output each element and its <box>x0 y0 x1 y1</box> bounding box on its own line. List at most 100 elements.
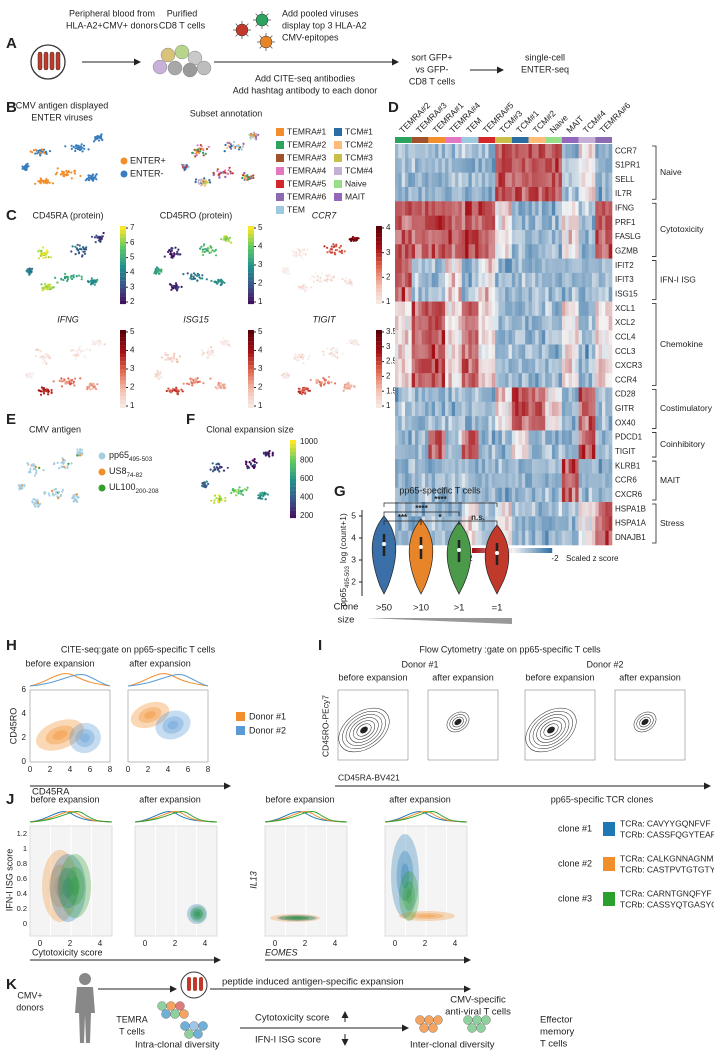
cell-point <box>309 390 311 392</box>
cell-point <box>304 391 306 393</box>
heatmap-cell <box>609 244 613 259</box>
heatmap-cell <box>589 244 593 259</box>
heatmap-cell <box>415 216 419 231</box>
heatmap-cell <box>452 373 456 388</box>
label: CCR7 <box>312 210 337 220</box>
heatmap-cell <box>565 345 569 360</box>
heatmap-cell <box>552 516 556 531</box>
heatmap-cell <box>435 459 439 474</box>
heatmap-cell <box>482 287 486 302</box>
heatmap-cell <box>605 302 609 317</box>
heatmap-cell <box>585 402 589 417</box>
label: CMV-epitopes <box>282 32 339 42</box>
legend-label: TEMRA#3 <box>287 152 326 162</box>
cell-point <box>224 144 226 146</box>
colorbar-step <box>376 238 382 242</box>
colorbar-tick-label: 400 <box>300 493 314 502</box>
heatmap-cell <box>569 302 573 317</box>
heatmap-cell <box>592 187 596 202</box>
label: CD8 T cells <box>159 20 206 30</box>
heatmap-cell <box>542 488 546 503</box>
heatmap-cell <box>442 201 446 216</box>
colorbar-step <box>290 491 296 495</box>
heatmap-cell <box>565 173 569 188</box>
group-bracket <box>652 389 656 428</box>
heatmap-cell <box>565 187 569 202</box>
heatmap-cell <box>512 173 516 188</box>
cell-point <box>174 247 176 249</box>
heatmap-cell <box>418 158 422 173</box>
heatmap-cell <box>478 302 482 317</box>
heatmap-cell <box>468 459 472 474</box>
heatmap-cell <box>565 201 569 216</box>
cell-point <box>226 147 228 149</box>
cell-point <box>253 460 255 462</box>
heatmap-cell <box>599 287 603 302</box>
heatmap-cell <box>515 173 519 188</box>
label: before expansion <box>338 672 407 682</box>
cell-point <box>328 353 330 355</box>
cell-point <box>76 247 78 249</box>
heatmap-cell <box>455 330 459 345</box>
heatmap-cell <box>565 430 569 445</box>
heatmap-cell <box>569 345 573 360</box>
heatmap-cell <box>395 459 399 474</box>
heatmap-cell <box>605 201 609 216</box>
heatmap-cell <box>562 287 566 302</box>
heatmap-cell <box>592 402 596 417</box>
heatmap-cell <box>592 488 596 503</box>
heatmap-cell <box>395 345 399 360</box>
heatmap-cell <box>478 201 482 216</box>
heatmap-cell <box>492 302 496 317</box>
heatmap-cell <box>549 473 553 488</box>
cell-point <box>203 244 205 246</box>
cell-point <box>86 178 88 180</box>
heatmap-cell <box>609 259 613 274</box>
cell-point <box>303 249 305 251</box>
heatmap-cell <box>539 516 543 531</box>
cell-point <box>95 388 97 390</box>
heatmap-cell <box>448 187 452 202</box>
colorbar-step <box>376 261 382 265</box>
cell-point <box>68 171 70 173</box>
cell-point <box>172 285 174 287</box>
heatmap-cell <box>585 230 589 245</box>
heatmap-cell <box>412 259 416 274</box>
heatmap-cell <box>529 473 533 488</box>
cell-point <box>205 486 207 488</box>
heatmap-cell <box>575 230 579 245</box>
heatmap-cell <box>405 430 409 445</box>
heatmap-cell <box>565 273 569 288</box>
heatmap-cell <box>575 445 579 460</box>
heatmap-cell <box>492 173 496 188</box>
heatmap-cell <box>592 387 596 402</box>
label-main: pp65 <box>109 450 129 460</box>
colorbar-step <box>120 281 126 285</box>
heatmap-cell <box>442 158 446 173</box>
heatmap-cell <box>425 445 429 460</box>
cell-point <box>27 376 29 378</box>
heatmap-cell <box>549 230 553 245</box>
heatmap-cell <box>605 345 609 360</box>
cell-point <box>51 391 53 393</box>
cell-point <box>49 150 51 152</box>
cell-point <box>96 236 98 238</box>
colorbar-step <box>120 404 126 408</box>
heatmap-cell <box>455 144 459 159</box>
heatmap-cell <box>552 345 556 360</box>
heatmap-cell <box>395 201 399 216</box>
heatmap-cell <box>465 273 469 288</box>
cell-point <box>186 383 188 385</box>
heatmap-cell <box>472 273 476 288</box>
heatmap-cell <box>452 316 456 331</box>
legend-swatch <box>99 469 106 476</box>
heatmap-cell <box>498 402 502 417</box>
heatmap-cell <box>505 516 509 531</box>
heatmap-cell <box>505 402 509 417</box>
legend-label: TCM#3 <box>345 152 373 162</box>
colorbar-step <box>248 389 254 393</box>
heatmap-cell <box>468 201 472 216</box>
heatmap-cell <box>482 316 486 331</box>
cell-icon <box>175 45 189 59</box>
heatmap-cell <box>595 316 599 331</box>
